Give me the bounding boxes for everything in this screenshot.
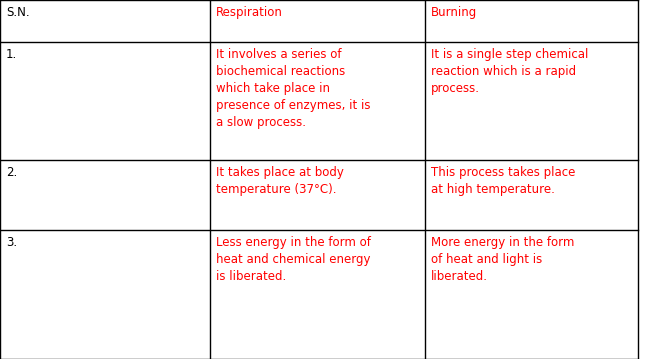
Text: It takes place at body
temperature (37°C).: It takes place at body temperature (37°C… — [216, 166, 344, 196]
Text: More energy in the form
of heat and light is
liberated.: More energy in the form of heat and ligh… — [431, 236, 574, 283]
Text: Less energy in the form of
heat and chemical energy
is liberated.: Less energy in the form of heat and chem… — [216, 236, 371, 283]
Text: It is a single step chemical
reaction which is a rapid
process.: It is a single step chemical reaction wh… — [431, 48, 588, 95]
Text: 1.: 1. — [6, 48, 17, 61]
Text: Respiration: Respiration — [216, 6, 283, 19]
Text: 2.: 2. — [6, 166, 17, 179]
Text: S.N.: S.N. — [6, 6, 30, 19]
Text: It involves a series of
biochemical reactions
which take place in
presence of en: It involves a series of biochemical reac… — [216, 48, 371, 129]
Text: Burning: Burning — [431, 6, 477, 19]
Text: This process takes place
at high temperature.: This process takes place at high tempera… — [431, 166, 575, 196]
Text: 3.: 3. — [6, 236, 17, 249]
